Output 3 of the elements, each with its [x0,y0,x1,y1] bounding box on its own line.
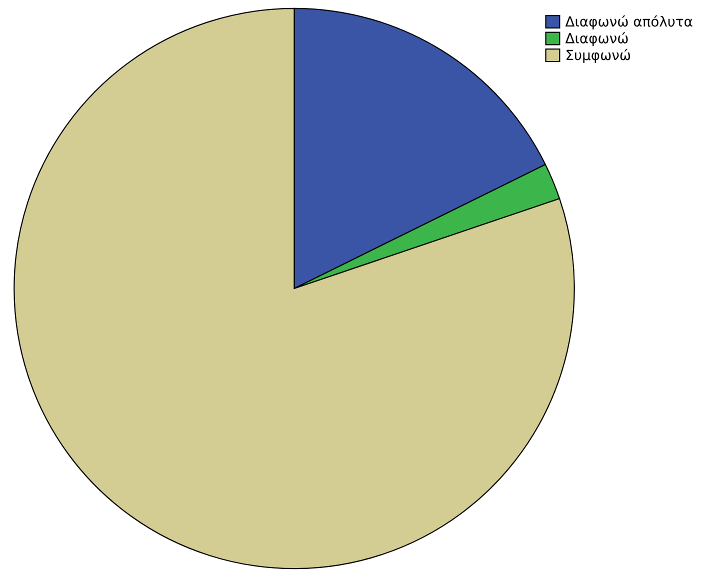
legend-label: Διαφωνώ απόλυτα [565,15,692,30]
legend-label: Διαφωνώ [565,32,628,46]
legend-label: Συμφωνώ [566,48,630,63]
